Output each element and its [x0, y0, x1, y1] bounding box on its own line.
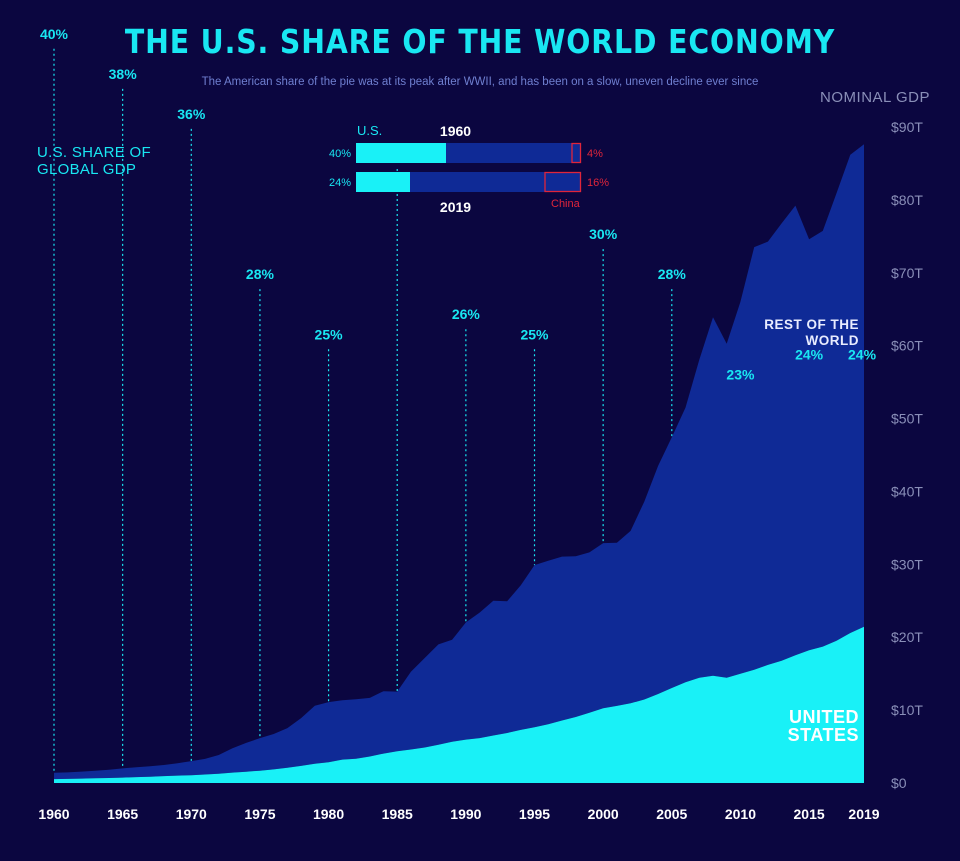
right-axis-title: NOMINAL GDP	[820, 89, 930, 106]
x-tick-label: 1975	[244, 806, 275, 822]
inset-us-bar	[356, 172, 410, 192]
x-tick-label: 1990	[450, 806, 481, 822]
y-tick-layer: $0 $10T $20T $30T $40T $50T $60T $70T $80T $90T	[891, 119, 923, 791]
inset-china-bar	[571, 142, 582, 164]
share-label: 28%	[246, 266, 275, 282]
x-tick-label: 1960	[38, 806, 69, 822]
page-title: THE U.S. SHARE OF THE WORLD ECONOMY	[124, 22, 836, 61]
share-label: 26%	[452, 306, 481, 322]
inset-us-share-label: 40%	[329, 148, 351, 160]
inset-year-label: 2019	[440, 199, 471, 215]
us-label-line1: UNITED	[789, 707, 859, 727]
inset-year-label: 1960	[440, 123, 471, 139]
share-axis-title-line1: U.S. SHARE OF	[37, 144, 151, 161]
share-label: 25%	[520, 326, 549, 342]
y-tick-label: $70T	[891, 265, 923, 281]
share-label: 38%	[109, 66, 138, 82]
x-tick-label: 1985	[382, 806, 413, 822]
x-tick-label: 1970	[176, 806, 207, 822]
x-tick-label: 2000	[588, 806, 619, 822]
inset-us-share-label: 24%	[329, 177, 351, 189]
x-tick-label: 1965	[107, 806, 138, 822]
inset-china-share-label: 4%	[587, 148, 603, 160]
y-tick-label: $90T	[891, 119, 923, 135]
x-tick-label: 2019	[848, 806, 879, 822]
share-label: 36%	[177, 106, 206, 122]
share-axis-title-line2: GLOBAL GDP	[37, 161, 137, 178]
share-label: 40%	[40, 26, 69, 42]
inset-china-share-label: 16%	[587, 177, 609, 189]
rest-of-world-label: REST OF THE WORLD	[699, 317, 859, 349]
x-tick-layer: 1960 1965 1970 1975 1980 1985 1990 1995 2000 2005…	[38, 806, 879, 822]
united-states-area	[54, 626, 864, 783]
share-label: 30%	[589, 226, 618, 242]
x-tick-label: 1980	[313, 806, 344, 822]
share-label: 23%	[726, 366, 755, 382]
y-tick-label: $30T	[891, 556, 923, 572]
y-tick-label: $80T	[891, 192, 923, 208]
share-label: 24%	[848, 346, 877, 362]
x-tick-label: 1995	[519, 806, 550, 822]
share-label: 25%	[315, 326, 344, 342]
share-axis-title: U.S. SHARE OF GLOBAL GDP	[37, 144, 177, 178]
rest-label-line2: WORLD	[805, 333, 859, 348]
y-tick-label: $40T	[891, 483, 923, 499]
inset-comparison: U.S. 40% 4% 1960 24% 16% 2019 China	[329, 123, 609, 215]
x-tick-label: 2005	[656, 806, 687, 822]
share-label: 24%	[795, 346, 824, 362]
y-tick-label: $10T	[891, 702, 923, 718]
inset-us-label: U.S.	[357, 123, 382, 138]
us-label-line2: STATES	[787, 725, 859, 745]
rest-of-world-area	[54, 144, 864, 780]
inset-us-bar	[356, 143, 446, 163]
united-states-label: UNITED STATES	[699, 708, 859, 744]
y-tick-label: $0	[891, 775, 907, 791]
x-tick-label: 2015	[794, 806, 825, 822]
inset-china-label: China	[551, 198, 581, 210]
rest-label-line1: REST OF THE	[764, 317, 859, 332]
inset-world-bar	[356, 172, 581, 192]
y-tick-label: $20T	[891, 629, 923, 645]
share-label: 28%	[658, 266, 687, 282]
page-subtitle: The American share of the pie was at its…	[201, 76, 759, 88]
y-tick-label: $50T	[891, 411, 923, 427]
y-tick-label: $60T	[891, 338, 923, 354]
x-tick-label: 2010	[725, 806, 756, 822]
inset-china-bar	[544, 171, 582, 193]
area-layer	[54, 144, 864, 783]
